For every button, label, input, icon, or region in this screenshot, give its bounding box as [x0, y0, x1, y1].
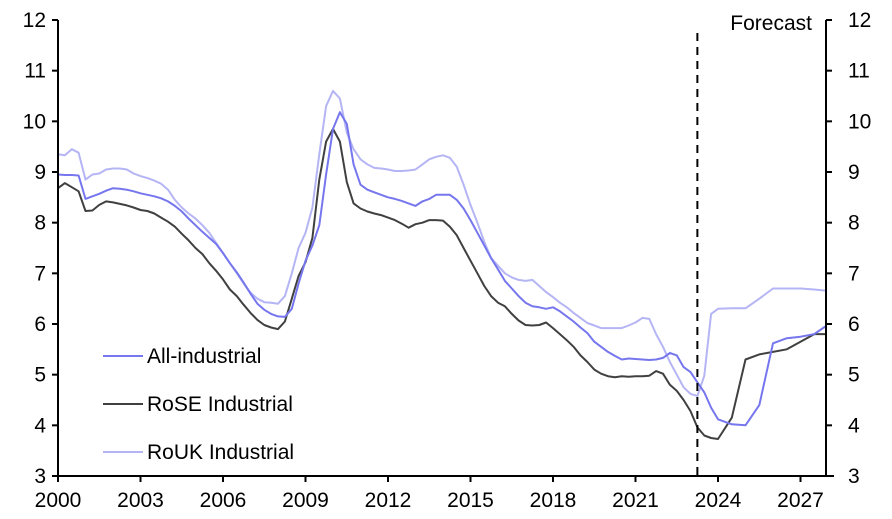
legend: All-industrial RoSE Industrial RoUK Indu…	[103, 345, 294, 464]
left-y-tick-label: 5	[34, 364, 46, 387]
legend-item-rose-industrial: RoSE Industrial	[103, 393, 293, 416]
series-line-rouk-industrial	[57, 89, 826, 397]
x-tick-label: 2027	[777, 489, 824, 512]
series-line-all-industrial	[57, 111, 826, 427]
right-y-tick-label: 3	[848, 465, 860, 488]
right-y-tick-label: 9	[848, 161, 860, 184]
x-ticks: 2000 2003 2006 2009 2012 2015 2018 2021 2024 2027	[35, 476, 824, 512]
plot-area	[57, 89, 826, 440]
left-y-tick-label: 4	[34, 414, 46, 437]
left-y-tick-label: 7	[34, 262, 46, 285]
series-line-rose-industrial	[57, 127, 826, 440]
left-y-tick-label: 9	[34, 161, 46, 184]
left-y-tick-label: 12	[23, 9, 46, 32]
left-y-ticks: 3 4 5 6 7 8 9 10 11 12	[23, 9, 58, 488]
axes: 3 4 5 6 7 8 9 10 11 12 3 4 5 6 7 8 9 10 11 12 2000 2003 2006…	[23, 9, 872, 512]
right-y-tick-label: 4	[848, 414, 860, 437]
x-tick-label: 2009	[282, 489, 329, 512]
x-tick-label: 2012	[365, 489, 412, 512]
legend-label-rouk-industrial: RoUK Industrial	[147, 441, 294, 464]
legend-item-all-industrial: All-industrial	[103, 345, 261, 368]
left-y-tick-label: 10	[23, 110, 46, 133]
legend-item-rouk-industrial: RoUK Industrial	[103, 441, 294, 464]
x-tick-label: 2015	[447, 489, 494, 512]
left-y-tick-label: 8	[34, 212, 46, 235]
right-y-tick-label: 10	[848, 110, 871, 133]
left-y-tick-label: 11	[24, 60, 46, 83]
x-tick-label: 2024	[695, 489, 742, 512]
right-y-tick-label: 12	[848, 9, 871, 32]
x-tick-label: 2003	[117, 489, 164, 512]
x-tick-label: 2021	[612, 489, 659, 512]
right-y-tick-label: 6	[848, 313, 860, 336]
x-tick-label: 2006	[200, 489, 247, 512]
x-tick-label: 2018	[530, 489, 577, 512]
left-y-tick-label: 6	[34, 313, 46, 336]
right-y-tick-label: 11	[848, 60, 870, 83]
forecast-annotation: Forecast	[696, 12, 812, 476]
forecast-label: Forecast	[730, 12, 812, 35]
x-tick-label: 2000	[35, 489, 82, 512]
left-y-tick-label: 3	[34, 465, 46, 488]
right-y-ticks: 3 4 5 6 7 8 9 10 11 12	[826, 9, 871, 488]
legend-label-rose-industrial: RoSE Industrial	[147, 393, 293, 416]
right-y-tick-label: 7	[848, 262, 860, 285]
legend-label-all-industrial: All-industrial	[147, 345, 261, 368]
right-y-tick-label: 8	[848, 212, 860, 235]
right-y-tick-label: 5	[848, 364, 860, 387]
